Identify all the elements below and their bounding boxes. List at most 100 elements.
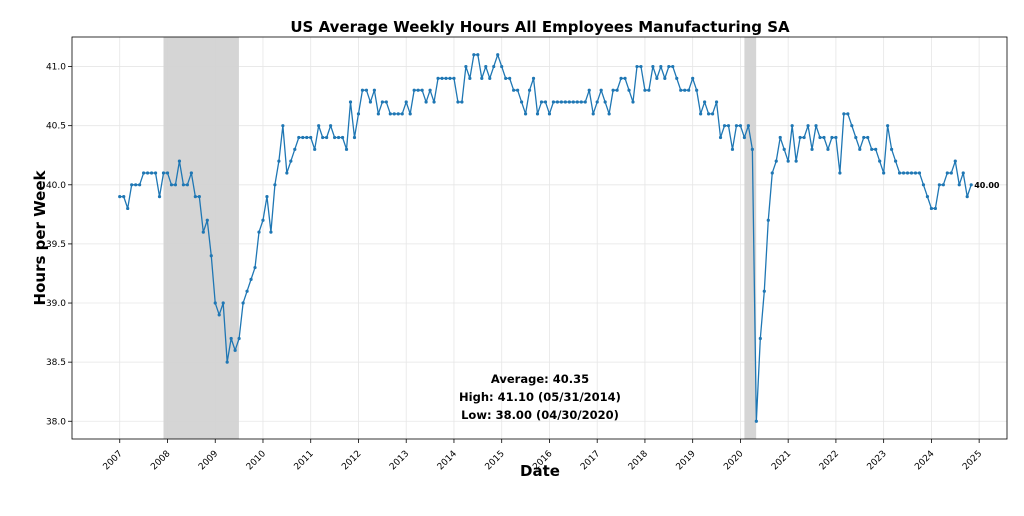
average-annotation: Average: 40.35 bbox=[491, 372, 589, 386]
data-point bbox=[687, 88, 691, 92]
y-tick-label: 38.0 bbox=[46, 417, 66, 427]
data-point bbox=[786, 159, 790, 163]
data-point bbox=[317, 124, 321, 128]
data-point bbox=[138, 183, 142, 187]
data-point bbox=[213, 301, 217, 305]
data-point bbox=[221, 301, 225, 305]
data-point bbox=[488, 76, 492, 80]
data-point bbox=[181, 183, 186, 187]
data-point bbox=[742, 135, 747, 140]
data-point bbox=[309, 135, 313, 140]
data-point bbox=[750, 147, 754, 151]
data-point bbox=[329, 124, 333, 128]
data-point bbox=[917, 171, 922, 175]
data-point bbox=[404, 100, 408, 104]
recession-band bbox=[163, 37, 239, 439]
data-point bbox=[937, 183, 941, 187]
data-point bbox=[217, 313, 221, 317]
data-point bbox=[591, 112, 595, 116]
data-point bbox=[472, 53, 476, 57]
data-point bbox=[567, 100, 571, 104]
data-point bbox=[173, 183, 178, 187]
data-point bbox=[862, 135, 866, 140]
x-tick-label: 2024 bbox=[913, 449, 936, 472]
data-point bbox=[551, 100, 556, 104]
data-point bbox=[583, 100, 587, 104]
data-point bbox=[197, 195, 201, 199]
x-tick-label: 2010 bbox=[245, 449, 268, 472]
plot-frame bbox=[71, 36, 1008, 440]
data-point bbox=[301, 135, 305, 140]
data-point bbox=[512, 88, 516, 92]
data-point bbox=[882, 171, 886, 175]
data-point bbox=[153, 171, 158, 175]
data-point bbox=[802, 135, 806, 140]
data-point bbox=[826, 147, 830, 151]
data-point bbox=[436, 76, 440, 80]
data-point bbox=[531, 76, 536, 80]
data-point bbox=[364, 88, 369, 92]
data-point bbox=[961, 171, 965, 175]
data-point bbox=[380, 100, 384, 104]
data-point bbox=[901, 171, 906, 175]
data-point bbox=[870, 147, 874, 151]
data-point bbox=[396, 112, 400, 116]
data-point bbox=[456, 100, 460, 104]
data-point bbox=[161, 171, 166, 175]
x-tick-label: 2023 bbox=[866, 449, 889, 472]
data-point bbox=[344, 147, 349, 151]
data-point bbox=[671, 64, 675, 69]
data-point bbox=[189, 171, 193, 175]
data-point bbox=[575, 100, 579, 104]
data-point bbox=[929, 206, 934, 211]
data-point bbox=[834, 135, 838, 140]
y-tick-label: 39.5 bbox=[46, 240, 66, 250]
data-point bbox=[909, 171, 914, 175]
data-point bbox=[257, 230, 261, 234]
high-annotation: High: 41.10 (05/31/2014) bbox=[459, 390, 621, 404]
data-point bbox=[945, 171, 949, 175]
data-point bbox=[476, 53, 480, 57]
data-point bbox=[949, 171, 953, 175]
data-point bbox=[281, 124, 285, 128]
data-point bbox=[527, 88, 532, 92]
x-tick-label: 2017 bbox=[579, 449, 602, 472]
data-point bbox=[313, 147, 317, 151]
data-point bbox=[169, 183, 174, 187]
x-tick-label: 2007 bbox=[102, 449, 125, 472]
data-point bbox=[496, 53, 500, 57]
data-point bbox=[595, 100, 599, 104]
data-point bbox=[663, 76, 667, 80]
data-point bbox=[516, 88, 520, 92]
data-point bbox=[893, 159, 898, 163]
y-tick-label: 40.0 bbox=[46, 181, 66, 191]
data-point bbox=[858, 147, 862, 151]
y-axis-label: Hours per Week bbox=[31, 170, 49, 306]
data-point bbox=[766, 218, 770, 222]
data-point bbox=[340, 135, 345, 140]
data-point bbox=[142, 171, 146, 175]
data-point bbox=[145, 171, 150, 175]
data-point bbox=[639, 64, 643, 69]
x-tick-label: 2008 bbox=[149, 449, 172, 472]
low-annotation: Low: 38.00 (04/30/2020) bbox=[461, 408, 619, 422]
data-point bbox=[726, 124, 731, 128]
data-point bbox=[611, 88, 615, 92]
x-tick-label: 2015 bbox=[484, 449, 507, 472]
data-point bbox=[372, 88, 376, 92]
data-point bbox=[547, 112, 552, 116]
data-point bbox=[730, 147, 735, 151]
x-tick-label: 2018 bbox=[627, 449, 650, 472]
data-point bbox=[157, 195, 162, 199]
data-point bbox=[774, 159, 778, 163]
chart-title: US Average Weekly Hours All Employees Ma… bbox=[290, 18, 790, 36]
data-point bbox=[384, 100, 388, 104]
last-value-label: 40.00 bbox=[974, 181, 1000, 190]
data-point bbox=[273, 183, 277, 187]
data-point bbox=[806, 124, 810, 128]
data-point bbox=[679, 88, 683, 92]
data-point bbox=[965, 195, 969, 199]
data-point bbox=[356, 112, 361, 116]
